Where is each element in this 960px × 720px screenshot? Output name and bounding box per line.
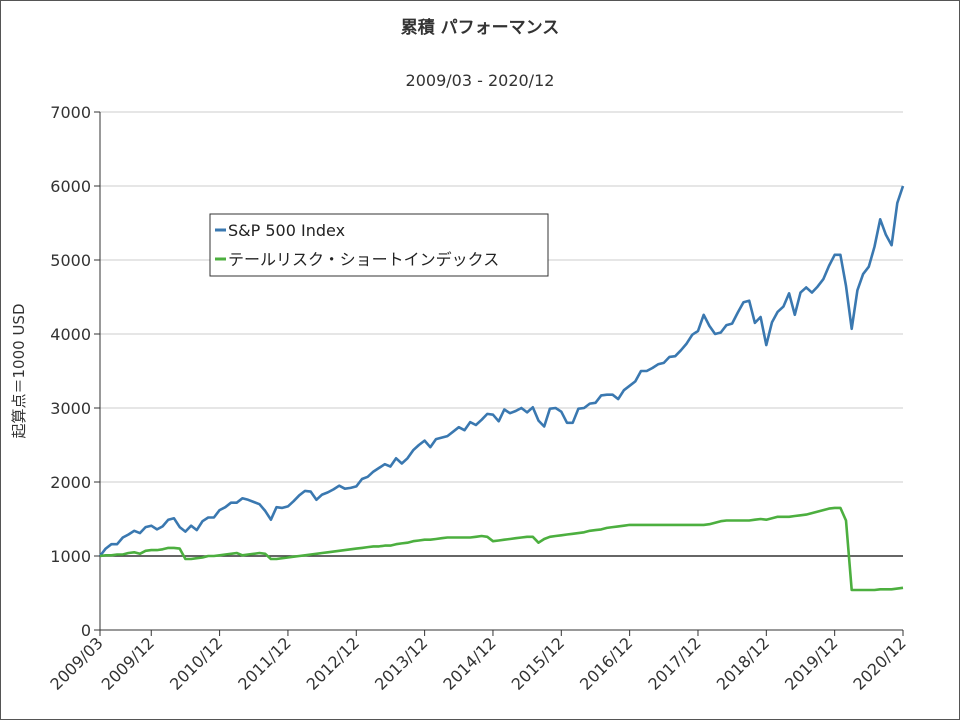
chart-subtitle: 2009/03 - 2020/12 <box>406 71 555 90</box>
x-tick-label: 2017/12 <box>644 633 704 693</box>
y-tick-label: 2000 <box>50 473 91 492</box>
grid-lines <box>100 111 903 557</box>
x-tick-label: 2010/12 <box>166 633 226 693</box>
axes: 0 1000 2000 3000 4000 5000 6000 7000 2009/032009… <box>46 103 909 694</box>
y-tick-label: 1000 <box>50 547 91 566</box>
x-tick-label: 2012/12 <box>303 633 363 693</box>
series-line-tail-risk <box>99 506 904 592</box>
y-tick-label: 3000 <box>50 399 91 418</box>
series-line-sp500 <box>98 185 905 557</box>
x-tick-label: 2020/12 <box>849 633 909 693</box>
series-lines <box>98 185 905 592</box>
legend-label-tail-risk: テールリスク・ショートインデックス <box>228 250 499 269</box>
legend: S&P 500 Index テールリスク・ショートインデックス <box>209 213 549 277</box>
x-tick-label: 2011/12 <box>234 633 294 693</box>
legend-label-sp500: S&P 500 Index <box>228 221 345 240</box>
y-tick-label: 0 <box>81 621 91 640</box>
x-tick-label: 2014/12 <box>439 633 499 693</box>
chart-title: 累積 パフォーマンス <box>401 17 560 38</box>
legend-box <box>209 213 549 277</box>
x-tick-label: 2016/12 <box>576 633 636 693</box>
x-tick-label: 2009/12 <box>98 633 158 693</box>
y-tick-label: 6000 <box>50 177 91 196</box>
y-tick-label: 5000 <box>50 251 91 270</box>
y-axis-label: 起算点＝1000 USD <box>10 304 28 439</box>
y-tick-label: 4000 <box>50 325 91 344</box>
x-tick-label: 2019/12 <box>781 633 841 693</box>
x-tick-label: 2015/12 <box>508 633 568 693</box>
x-tick-label: 2009/03 <box>46 633 106 693</box>
y-tick-label: 7000 <box>50 103 91 122</box>
x-tick-label: 2018/12 <box>713 633 773 693</box>
x-tick-label: 2013/12 <box>371 633 431 693</box>
